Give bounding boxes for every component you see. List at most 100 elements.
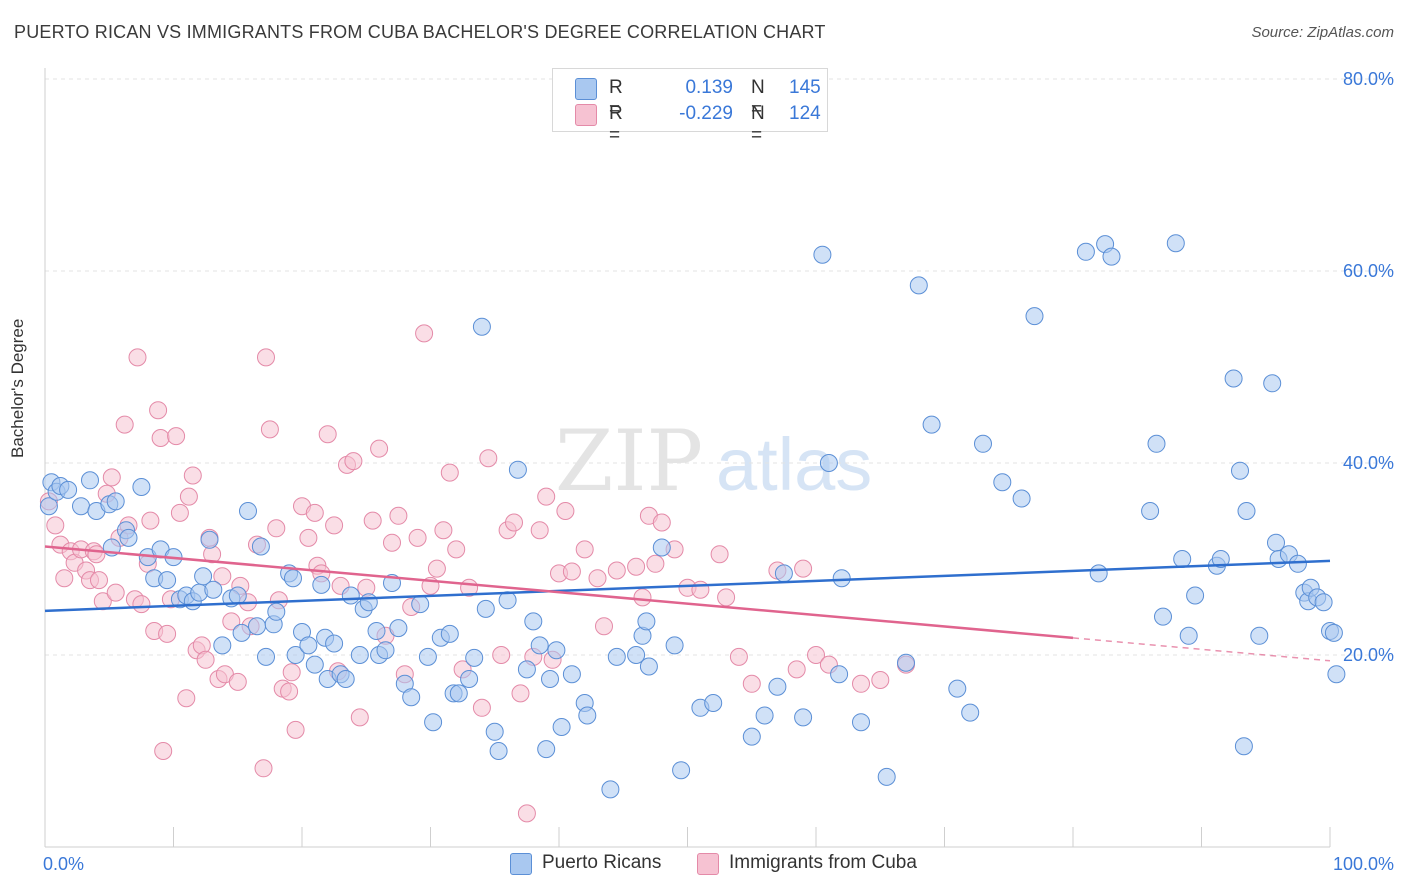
puerto-rican-point [652,538,671,557]
puerto-rican-point [204,580,223,599]
puerto-rican-point [1237,502,1256,520]
puerto-rican-point [336,670,355,688]
cuba-immigrant-point [717,588,736,607]
puerto-rican-point [768,677,787,696]
cuba-immigrant-point [257,348,275,367]
cuba-immigrant-point [595,617,613,636]
puerto-rican-point [830,665,849,684]
puerto-rican-point [465,648,484,667]
puerto-rican-point [367,622,386,640]
cuba-immigrant-point [222,612,241,631]
blue-swatch-icon [510,853,532,875]
puerto-rican-point [607,647,626,666]
puerto-rican-point [350,646,369,664]
cuba-immigrant-point [115,415,134,434]
puerto-rican-point [200,530,219,549]
cuba-immigrant-point [260,420,279,439]
puerto-rican-point [877,767,896,786]
puerto-rican-point [665,636,684,655]
source-label: Source: ZipAtlas.com [1251,24,1394,41]
puerto-rican-point [1089,564,1108,583]
puerto-rican-point [248,617,266,636]
puerto-rican-point [530,636,549,655]
cuba-immigrant-point [282,663,301,682]
watermark-atlas: atlas [716,423,872,506]
cuba-immigrant-point [646,554,665,573]
cuba-immigrant-point [710,545,729,564]
cuba-immigrant-trendline [44,545,1074,640]
cuba-immigrant-point [505,513,523,532]
cuba-immigrant-point [55,569,74,588]
cuba-immigrant-point [794,559,813,578]
puerto-rican-point [251,537,270,556]
puerto-rican-point [961,703,980,722]
puerto-rican-point [1166,234,1185,253]
cuba-immigrant-point [46,516,65,535]
puerto-rican-point [72,497,90,516]
puerto-rican-point [286,646,305,664]
cuba-immigrant-point [633,588,652,607]
puerto-rican-point [39,497,58,516]
cuba-immigrant-point [627,557,646,576]
cuba-immigrant-point [652,513,671,532]
cuba-immigrant-point [280,682,299,701]
pink-swatch-icon [697,853,719,875]
cuba-immigrant-point [158,624,177,643]
puerto-rican-point [81,471,99,490]
puerto-rican-point [547,641,566,660]
puerto-rican-point [909,276,928,295]
bottom-legend-label: Immigrants from Cuba [729,852,917,873]
puerto-rican-point [1327,665,1346,684]
puerto-rican-point [672,761,691,780]
puerto-rican-point [424,713,443,732]
puerto-rican-point [119,528,138,547]
puerto-rican-point [402,688,421,707]
cuba-immigrant-point [87,545,106,564]
puerto-rican-point [774,564,793,583]
puerto-rican-point [284,569,302,588]
puerto-rican-point [1141,502,1160,520]
puerto-rican-point [1179,626,1198,645]
cuba-immigrant-point [575,540,594,559]
puerto-rican-point [742,727,761,746]
puerto-rican-point [794,708,813,727]
n-label: N = [751,103,765,146]
puerto-rican-point [562,665,581,684]
cuba-immigrant-point [607,561,626,580]
cuba-immigrant-point [807,646,825,664]
puerto-rican-point [1154,607,1172,626]
x-tick-label: 0.0% [43,854,84,874]
cuba-immigrant-point [267,519,286,538]
cuba-immigrant-point [325,516,344,535]
y-tick-label: 40.0% [1343,453,1394,473]
cuba-immigrant-point [691,580,710,599]
puerto-rican-point [832,569,851,588]
cuba-immigrant-point [447,540,466,559]
puerto-rican-point [601,780,620,799]
cuba-immigrant-point [729,647,748,666]
puerto-rican-point [305,655,324,674]
puerto-rican-point [1231,461,1249,480]
puerto-rican-point [472,317,491,336]
cuba-immigrant-point [434,521,453,540]
puerto-rican-point [897,653,915,672]
puerto-rican-point [213,636,232,655]
puerto-rican-point [1186,586,1205,605]
cuba-immigrant-point [299,528,318,547]
cuba-immigrant-point [363,511,382,530]
cuba-immigrant-point [742,674,761,693]
puerto-rican-point [1147,434,1166,453]
cuba-immigrant-point [427,559,446,578]
puerto-rican-point [476,599,495,618]
puerto-rican-point [639,657,658,676]
puerto-rican-point [359,593,378,612]
cuba-immigrant-point [318,425,337,444]
cuba-immigrant-point [370,439,389,458]
puerto-rican-point [704,694,723,712]
puerto-rican-point [1324,623,1343,642]
puerto-rican-point [341,586,360,605]
puerto-rican-point [508,460,527,479]
puerto-rican-point [228,586,247,605]
y-tick-label: 20.0% [1343,645,1394,665]
